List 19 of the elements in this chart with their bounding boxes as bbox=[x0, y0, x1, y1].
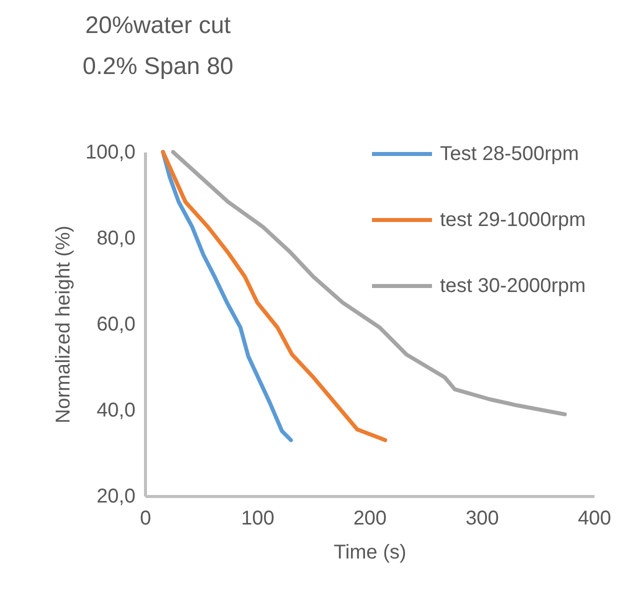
legend-label: test 30-2000rpm bbox=[440, 275, 586, 297]
x-tick-label: 100 bbox=[241, 508, 274, 530]
y-tick-label: 20,0 bbox=[96, 486, 136, 508]
x-axis-title: Time (s) bbox=[334, 542, 406, 564]
chart-title: 20%water cut bbox=[85, 12, 232, 39]
x-tick-label: 300 bbox=[466, 508, 499, 530]
x-tick-label: 200 bbox=[353, 508, 387, 530]
x-tick-label: 400 bbox=[578, 508, 612, 530]
line-series bbox=[160, 150, 293, 442]
line-series bbox=[160, 150, 388, 442]
y-tick-label: 40,0 bbox=[96, 400, 136, 422]
y-tick-label: 60,0 bbox=[96, 314, 136, 336]
y-axis-title: Normalized height (%) bbox=[52, 226, 74, 424]
y-tick-label: 80,0 bbox=[96, 228, 136, 250]
legend-label: Test 28-500rpm bbox=[440, 143, 579, 165]
y-tick-label: 100,0 bbox=[85, 142, 136, 164]
legend-label: test 29-1000rpm bbox=[440, 209, 586, 231]
chart-subtitle: 0.2% Span 80 bbox=[82, 53, 234, 80]
x-tick-label: 0 bbox=[140, 508, 152, 530]
